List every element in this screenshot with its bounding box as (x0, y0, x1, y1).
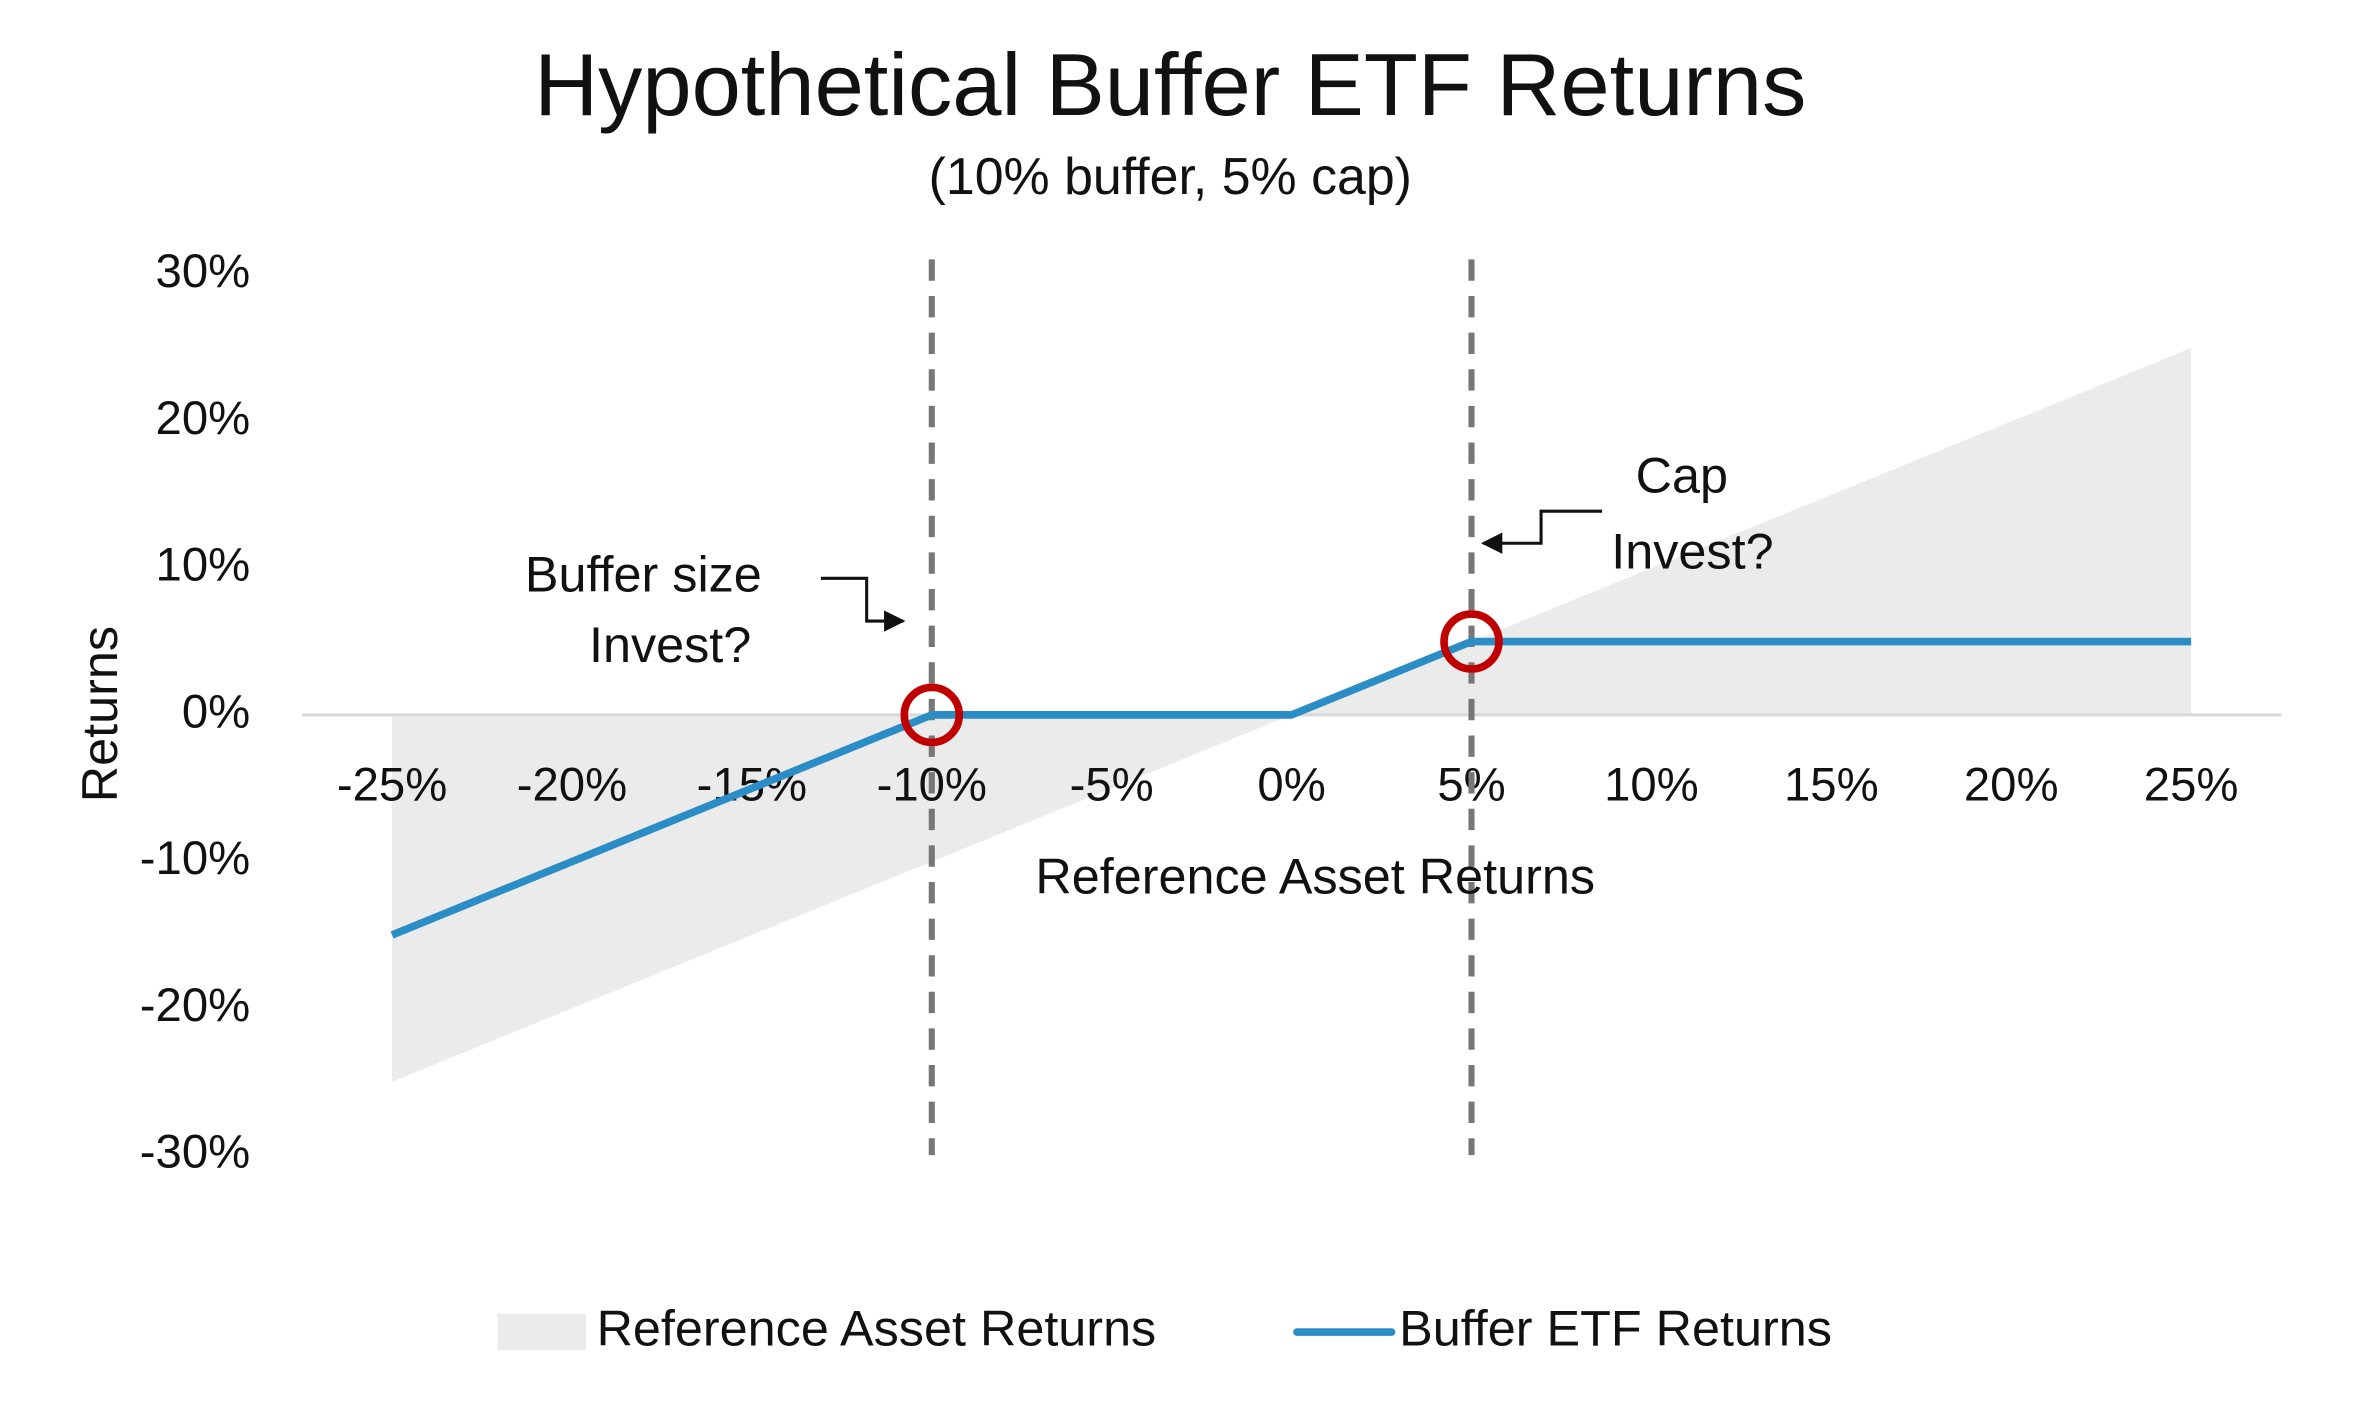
annotation-arrow (820, 576, 906, 632)
y-tick-label: 20% (156, 392, 251, 445)
x-tick-label: -25% (337, 759, 447, 812)
y-tick-label: 10% (156, 539, 251, 592)
x-tick-label: 15% (1784, 759, 1879, 812)
x-axis-label: Reference Asset Returns (1035, 848, 1595, 905)
y-tick-label: 0% (182, 685, 250, 738)
x-tick-label: 25% (2144, 759, 2239, 812)
highlight-circle (1440, 610, 1503, 673)
chart-title: Hypothetical Buffer ETF Returns (534, 35, 1806, 134)
y-tick-label: 30% (156, 245, 251, 298)
x-tick-label: 10% (1604, 759, 1699, 812)
y-tick-label: -10% (140, 832, 250, 885)
line (390, 637, 2192, 939)
highlight-circle (900, 683, 964, 747)
annotation: Invest? (589, 616, 751, 673)
annotation: Cap (1636, 446, 1728, 503)
x-tick-label: 20% (1964, 759, 2059, 812)
x-tick-label: -5% (1070, 759, 1154, 812)
legend-swatch (497, 1313, 586, 1351)
legend-label: Reference Asset Returns (597, 1299, 1157, 1356)
chart-subtitle: (10% buffer, 5% cap) (929, 147, 1412, 205)
x-tick-label: 0% (1257, 759, 1325, 812)
y-axis-label: Returns (71, 626, 128, 802)
legend-label: Buffer ETF Returns (1399, 1299, 1832, 1356)
y-tick-label: -30% (140, 1126, 250, 1179)
y-tick-label: -20% (140, 979, 250, 1032)
annotation: Buffer size (525, 546, 762, 603)
annotation-arrow (1480, 509, 1603, 554)
annotation: Invest? (1611, 523, 1773, 580)
x-tick-label: -20% (517, 759, 627, 812)
